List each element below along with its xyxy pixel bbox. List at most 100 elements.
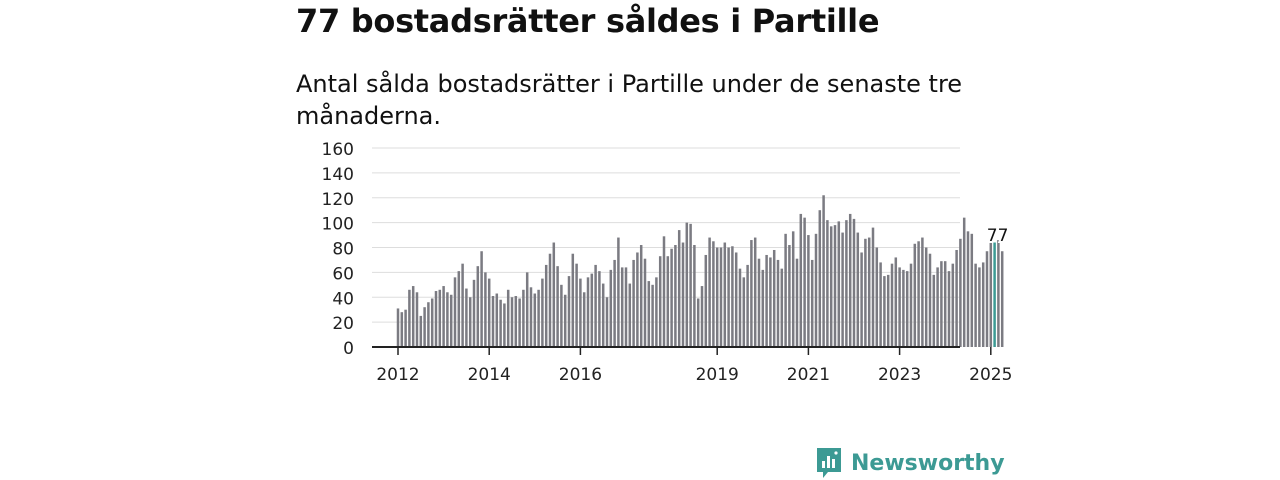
- bar: [924, 247, 928, 347]
- bar: [685, 222, 689, 347]
- bar: [624, 267, 628, 347]
- bar: [427, 302, 430, 347]
- bar: [970, 233, 974, 347]
- bar: [696, 298, 700, 347]
- bar: [750, 240, 753, 347]
- bar: [829, 226, 833, 347]
- bar: [590, 273, 594, 347]
- bar: [753, 237, 757, 347]
- bar: [677, 230, 681, 347]
- bars: [396, 195, 1004, 347]
- bar: [974, 263, 977, 347]
- y-tick-label: 80: [332, 240, 354, 260]
- bar: [643, 258, 647, 347]
- bar: [666, 256, 670, 347]
- bar: [807, 235, 810, 347]
- bar: [799, 213, 803, 347]
- bar: [533, 293, 537, 347]
- bar: [902, 269, 905, 347]
- bar: [704, 254, 708, 347]
- bar: [989, 242, 993, 347]
- bar: [503, 303, 506, 347]
- bar: [601, 283, 605, 347]
- bar: [651, 284, 654, 347]
- bar: [814, 233, 818, 347]
- bar: [674, 245, 677, 347]
- chart-subtitle: Antal sålda bostadsrätter i Partille und…: [296, 70, 963, 130]
- bar: [810, 259, 814, 347]
- x-tick-label: 2016: [559, 365, 602, 385]
- bar: [837, 221, 841, 347]
- bar: [848, 213, 852, 347]
- bar: [947, 271, 951, 347]
- bar: [966, 231, 970, 347]
- bar: [860, 252, 863, 347]
- bar: [415, 292, 419, 347]
- bar: [544, 264, 548, 347]
- y-tick-label: 100: [322, 215, 354, 235]
- bar: [780, 268, 784, 347]
- bar: [476, 266, 480, 347]
- y-tick-label: 60: [332, 264, 354, 284]
- x-tick-label: 2019: [696, 365, 739, 385]
- bar: [761, 269, 765, 347]
- bar: [905, 271, 909, 347]
- bar: [879, 262, 882, 347]
- bar: [757, 258, 761, 347]
- bar: [765, 254, 768, 347]
- bar: [628, 283, 632, 347]
- x-tick-label: 2012: [376, 365, 419, 385]
- bar: [411, 286, 415, 347]
- bar: [594, 264, 597, 347]
- bar: [442, 286, 445, 347]
- bar: [723, 242, 727, 347]
- bar: [620, 267, 624, 347]
- bar: [788, 245, 791, 347]
- bar: [541, 278, 544, 347]
- bar: [575, 263, 578, 347]
- bar: [670, 248, 673, 347]
- bar: [446, 292, 449, 347]
- bar: [457, 271, 461, 347]
- bar: [700, 286, 704, 347]
- bar: [465, 288, 468, 347]
- bar: [655, 277, 658, 347]
- bar: [822, 195, 825, 347]
- bar: [769, 257, 772, 347]
- bar: [605, 297, 609, 347]
- bar: [826, 220, 829, 347]
- bar: [921, 237, 924, 347]
- highlighted-bar: [993, 242, 996, 347]
- x-tick-label: 2023: [878, 365, 921, 385]
- bar: [484, 272, 487, 347]
- bar: [681, 242, 685, 347]
- bar: [636, 252, 639, 347]
- bar: [852, 218, 856, 347]
- bar: [955, 249, 958, 347]
- bar: [795, 258, 799, 347]
- bar: [506, 289, 510, 347]
- bar: [734, 252, 738, 347]
- bar: [525, 272, 529, 347]
- bar: [959, 238, 962, 347]
- bar: [689, 223, 692, 347]
- bar: [898, 267, 901, 347]
- bar: [981, 262, 985, 347]
- bar: [978, 267, 981, 347]
- bar: [514, 296, 518, 347]
- bar: [940, 261, 943, 347]
- bar: [560, 284, 563, 347]
- bar: [632, 259, 635, 347]
- bar: [985, 251, 989, 347]
- bar: [715, 247, 719, 347]
- bar: [556, 266, 559, 347]
- bar: [867, 237, 871, 347]
- bar: [487, 278, 491, 347]
- bar: [449, 294, 453, 347]
- bar: [772, 249, 776, 347]
- newsworthy-brand: Newsworthy: [815, 446, 1005, 480]
- bar: [419, 315, 423, 347]
- bar: [776, 259, 780, 347]
- bar: [548, 253, 552, 347]
